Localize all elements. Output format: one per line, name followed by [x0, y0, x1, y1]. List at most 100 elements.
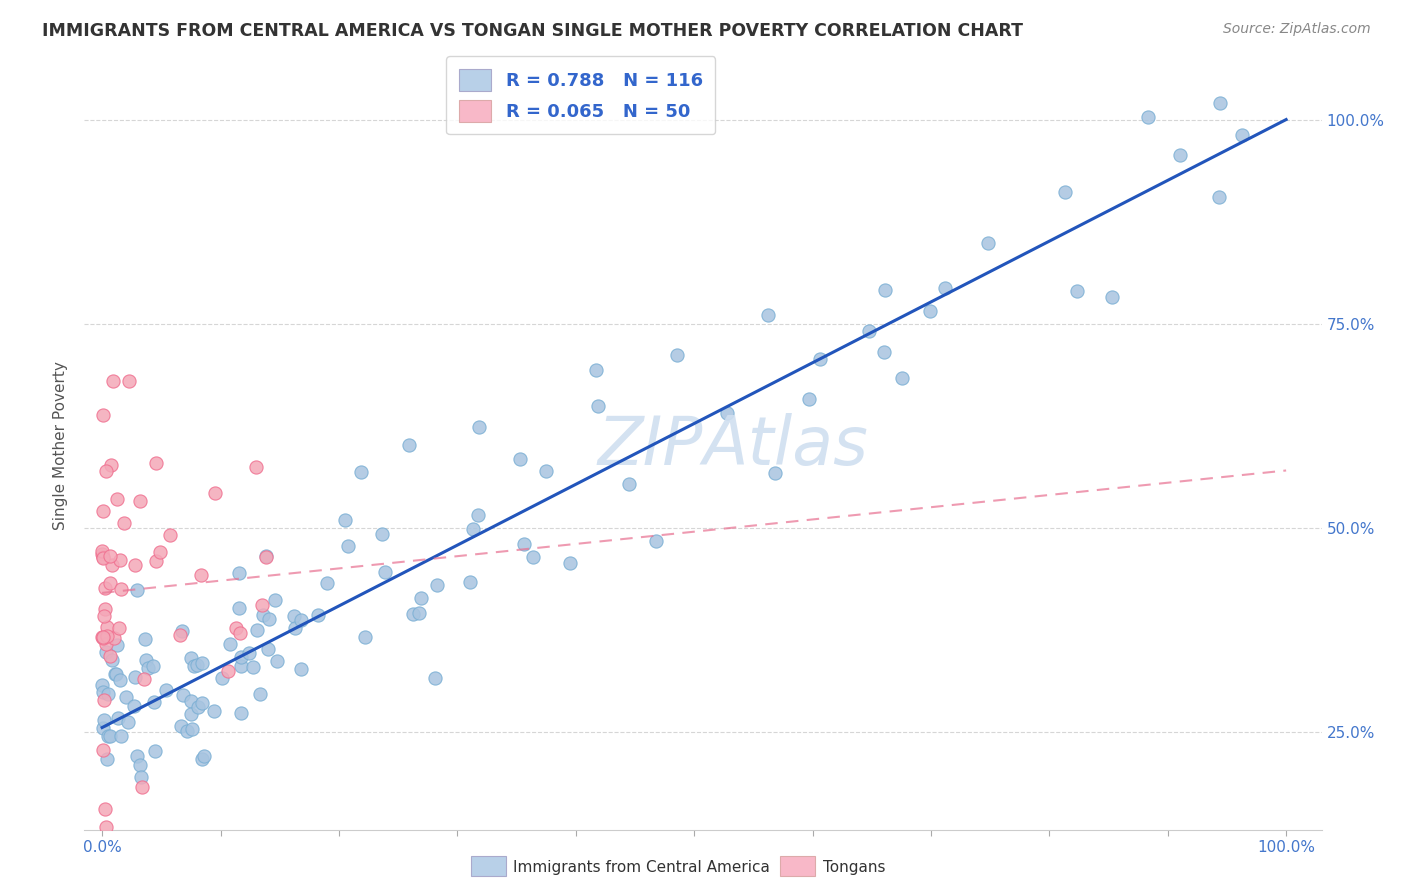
Point [225, 621, 247, 635]
Point [238, 646, 260, 660]
Point [1209, 96, 1232, 111]
Point [716, 406, 738, 420]
Point [94, 602, 117, 616]
Point [467, 508, 489, 522]
Text: Immigrants from Central America: Immigrants from Central America [513, 860, 770, 874]
Point [512, 537, 534, 551]
Point [217, 664, 239, 678]
Point [370, 527, 392, 541]
Point [229, 625, 252, 640]
Point [808, 351, 831, 366]
Point [93, 713, 115, 727]
Point [586, 399, 609, 413]
Point [353, 630, 375, 644]
Text: IMMIGRANTS FROM CENTRAL AMERICA VS TONGAN SINGLE MOTHER POVERTY CORRELATION CHAR: IMMIGRANTS FROM CENTRAL AMERICA VS TONGA… [42, 22, 1024, 40]
Point [202, 704, 225, 718]
Point [219, 637, 242, 651]
Point [97, 729, 120, 743]
Point [252, 608, 274, 623]
Point [1066, 284, 1088, 298]
Point [159, 528, 181, 542]
Y-axis label: Single Mother Poverty: Single Mother Poverty [53, 361, 69, 531]
Point [91, 504, 114, 518]
Point [93, 742, 115, 756]
Point [337, 539, 360, 553]
Point [108, 673, 131, 687]
Point [873, 344, 896, 359]
Point [1101, 290, 1123, 304]
Point [176, 723, 198, 738]
Point [118, 374, 141, 388]
Point [180, 693, 202, 707]
Point [1232, 128, 1254, 143]
Point [934, 281, 956, 295]
Text: Source: ZipAtlas.com: Source: ZipAtlas.com [1223, 22, 1371, 37]
Point [558, 556, 581, 570]
Point [891, 370, 914, 384]
Point [316, 576, 339, 591]
Point [96, 464, 118, 478]
Point [249, 687, 271, 701]
Point [266, 654, 288, 668]
Legend: R = 0.788   N = 116, R = 0.065   N = 50: R = 0.788 N = 116, R = 0.065 N = 50 [446, 56, 716, 135]
Point [467, 420, 489, 434]
Point [426, 578, 449, 592]
Point [977, 236, 1000, 251]
Point [145, 457, 167, 471]
Point [115, 690, 138, 704]
Point [423, 671, 446, 685]
Point [143, 744, 166, 758]
Point [645, 533, 668, 548]
Point [170, 719, 193, 733]
Point [91, 685, 114, 699]
Point [797, 392, 820, 406]
Point [246, 623, 269, 637]
Point [101, 653, 124, 667]
Point [97, 686, 120, 700]
Point [94, 802, 117, 816]
Point [263, 592, 285, 607]
Point [536, 464, 558, 478]
Point [98, 549, 121, 564]
Point [228, 566, 250, 580]
Point [155, 683, 177, 698]
Point [93, 609, 115, 624]
Point [93, 721, 115, 735]
Point [136, 661, 159, 675]
Point [134, 672, 156, 686]
Point [283, 609, 305, 624]
Point [149, 544, 172, 558]
Point [104, 666, 127, 681]
Point [142, 695, 165, 709]
Point [94, 820, 117, 834]
Point [172, 688, 194, 702]
Point [411, 591, 433, 605]
Point [585, 362, 607, 376]
Point [142, 658, 165, 673]
Point [108, 553, 131, 567]
Point [190, 697, 212, 711]
Point [229, 650, 252, 665]
Point [190, 568, 212, 582]
Point [665, 348, 688, 362]
Point [91, 631, 114, 645]
Point [117, 714, 139, 729]
Point [522, 550, 544, 565]
Point [93, 549, 115, 564]
Point [858, 324, 880, 338]
Point [290, 613, 312, 627]
Point [758, 308, 780, 322]
Point [398, 438, 420, 452]
Point [91, 678, 114, 692]
Point [169, 628, 191, 642]
Point [101, 374, 124, 388]
Point [94, 637, 117, 651]
Point [94, 581, 117, 595]
Point [228, 601, 250, 615]
Point [617, 477, 640, 491]
Point [191, 656, 214, 670]
Point [129, 758, 152, 772]
Point [763, 466, 786, 480]
Point [110, 729, 132, 743]
Point [145, 554, 167, 568]
